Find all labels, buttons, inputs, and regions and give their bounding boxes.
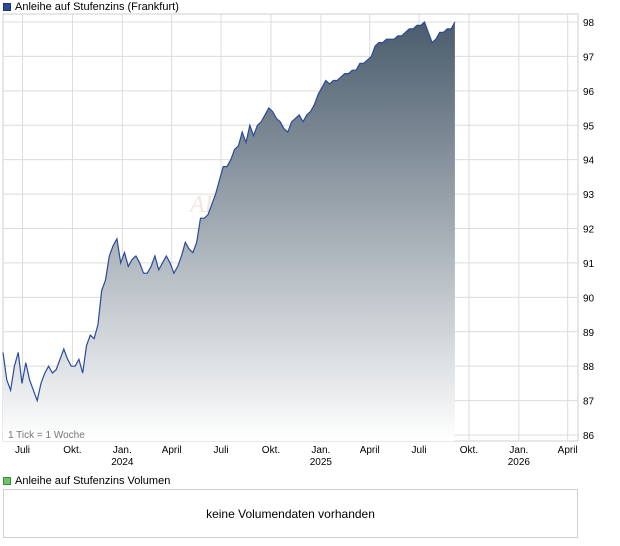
volume-legend: Anleihe auf Stufenzins Volumen xyxy=(3,475,170,487)
x-tick-year-label: 2026 xyxy=(508,457,531,468)
y-tick-label: 95 xyxy=(583,121,595,132)
x-tick-year-label: 2024 xyxy=(111,457,134,468)
x-tick-label: Juli xyxy=(15,445,30,456)
x-tick-year-label: 2025 xyxy=(310,457,333,468)
price-line xyxy=(2,20,456,403)
x-tick-label: Juli xyxy=(214,445,229,456)
price-legend-swatch xyxy=(3,3,11,11)
y-tick-label: 97 xyxy=(583,52,595,63)
x-tick-label: April xyxy=(360,445,380,456)
y-tick-label: 98 xyxy=(583,18,595,29)
price-legend-label: Anleihe auf Stufenzins (Frankfurt) xyxy=(15,1,179,13)
volume-legend-swatch xyxy=(3,477,11,485)
y-tick-label: 90 xyxy=(583,293,595,304)
x-tick-label: Okt. xyxy=(460,445,478,456)
price-legend: Anleihe auf Stufenzins (Frankfurt) xyxy=(3,1,179,13)
x-tick-label: Okt. xyxy=(63,445,81,456)
y-tick-label: 89 xyxy=(583,328,595,339)
price-area xyxy=(3,22,455,441)
y-tick-label: 96 xyxy=(583,87,595,98)
x-tick-label: Jan. xyxy=(113,445,132,456)
volume-legend-label: Anleihe auf Stufenzins Volumen xyxy=(15,475,171,487)
volume-panel: keine Volumendaten vorhanden xyxy=(3,489,578,538)
volume-empty-message: keine Volumendaten vorhanden xyxy=(206,506,375,521)
y-tick-label: 94 xyxy=(583,156,595,167)
tick-interval-note: 1 Tick = 1 Woche xyxy=(8,430,85,441)
y-tick-label: 87 xyxy=(583,397,595,408)
y-tick-label: 91 xyxy=(583,259,595,270)
x-tick-label: April xyxy=(558,445,578,456)
x-tick-label: Jan. xyxy=(509,445,528,456)
x-tick-label: Juli xyxy=(412,445,427,456)
y-tick-label: 88 xyxy=(583,362,595,373)
y-tick-label: 93 xyxy=(583,190,595,201)
x-tick-label: Okt. xyxy=(262,445,280,456)
y-tick-label: 86 xyxy=(583,431,595,442)
y-tick-label: 92 xyxy=(583,225,595,236)
x-tick-label: April xyxy=(162,445,182,456)
x-tick-label: Jan. xyxy=(311,445,330,456)
